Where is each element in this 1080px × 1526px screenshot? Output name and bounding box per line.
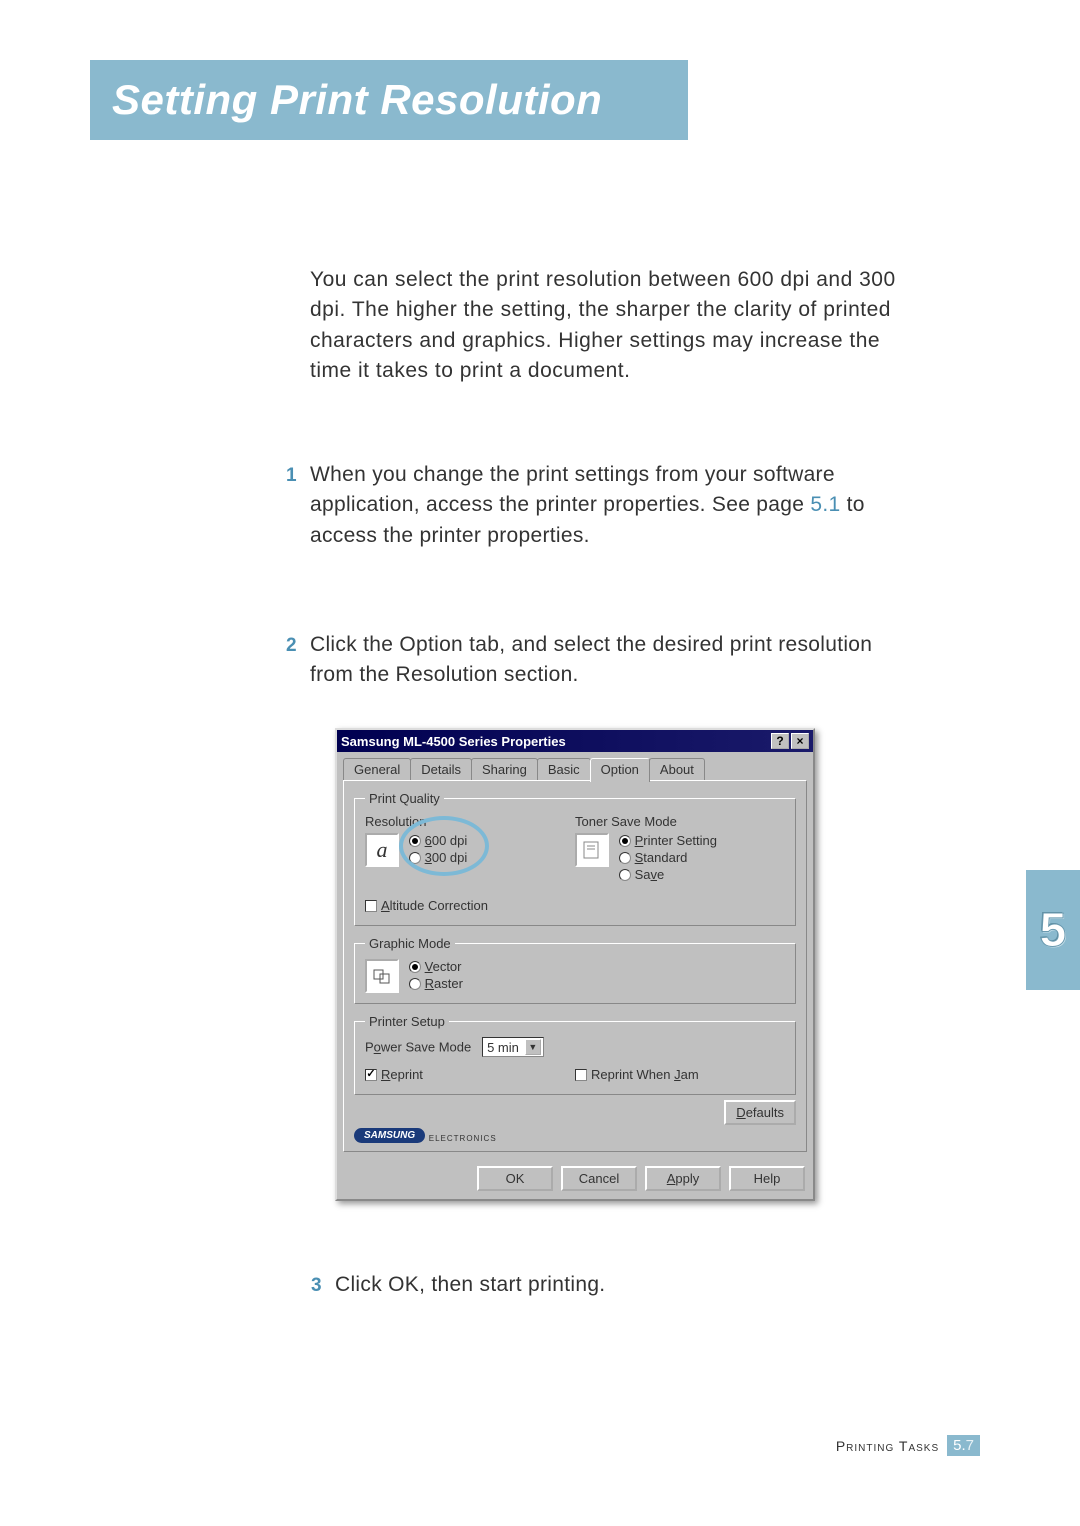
tab-about[interactable]: About — [649, 758, 705, 780]
label-power-save: Power Save Mode — [365, 1040, 471, 1055]
page-link-5-1[interactable]: 5.1 — [810, 493, 840, 516]
dialog-tabs: General Details Sharing Basic Option Abo… — [337, 752, 813, 780]
radio-dot-icon — [619, 869, 631, 881]
radio-raster[interactable]: Raster — [409, 976, 463, 991]
tab-basic[interactable]: Basic — [537, 758, 591, 780]
radio-dot-icon — [619, 835, 631, 847]
group-print-quality: Print Quality Resolution a 600 dpi 300 d… — [354, 791, 796, 926]
properties-dialog: Samsung ML-4500 Series Properties ? × Ge… — [335, 728, 815, 1201]
checkbox-reprint[interactable]: Reprint — [365, 1067, 575, 1082]
checkbox-icon — [575, 1069, 587, 1081]
radio-printer-setting[interactable]: Printer Setting — [619, 833, 717, 848]
step-2-text: Click the Option tab, and select the des… — [310, 633, 872, 686]
radio-dot-icon — [409, 852, 421, 864]
step-3: 3 Click OK, then start printing. — [335, 1270, 945, 1300]
legend-printer-setup: Printer Setup — [365, 1014, 449, 1029]
intro-paragraph: You can select the print resolution betw… — [310, 265, 920, 387]
radio-600dpi[interactable]: 600 dpi — [409, 833, 468, 848]
dialog-button-row: OK Cancel Apply Help — [337, 1158, 813, 1199]
dropdown-value: 5 min — [487, 1040, 519, 1055]
dialog-titlebar: Samsung ML-4500 Series Properties ? × — [337, 730, 813, 752]
step-2: 2 Click the Option tab, and select the d… — [310, 630, 920, 691]
checkbox-reprint-when-jam[interactable]: Reprint When Jam — [575, 1067, 785, 1082]
group-graphic-mode: Graphic Mode Vector Raster — [354, 936, 796, 1004]
ok-button[interactable]: OK — [477, 1166, 553, 1191]
radio-dot-icon — [409, 961, 421, 973]
tab-details[interactable]: Details — [410, 758, 472, 780]
apply-button[interactable]: Apply — [645, 1166, 721, 1191]
tab-general[interactable]: General — [343, 758, 411, 780]
dialog-title: Samsung ML-4500 Series Properties — [341, 734, 566, 749]
defaults-button[interactable]: Defaults — [724, 1100, 796, 1125]
tab-option[interactable]: Option — [590, 758, 650, 782]
toner-icon — [575, 833, 609, 867]
step-number: 3 — [311, 1272, 322, 1300]
samsung-logo: SAMSUNG ELECTRONICS — [354, 1126, 796, 1143]
radio-dot-icon — [409, 978, 421, 990]
checkbox-icon — [365, 900, 377, 912]
titlebar-close-button[interactable]: × — [791, 733, 809, 749]
header-notch — [660, 60, 688, 140]
titlebar-help-button[interactable]: ? — [771, 733, 789, 749]
radio-300dpi[interactable]: 300 dpi — [409, 850, 468, 865]
label-resolution: Resolution — [365, 814, 575, 829]
page-title: Setting Print Resolution — [112, 76, 602, 124]
step-number: 2 — [286, 632, 297, 660]
graphic-mode-icon — [365, 959, 399, 993]
page-footer: Printing Tasks 5.7 — [836, 1435, 980, 1456]
radio-dot-icon — [409, 835, 421, 847]
radio-standard[interactable]: Standard — [619, 850, 717, 865]
step-number: 1 — [286, 462, 297, 490]
label-toner-save: Toner Save Mode — [575, 814, 785, 829]
radio-save[interactable]: Save — [619, 867, 717, 882]
tab-panel-option: Print Quality Resolution a 600 dpi 300 d… — [343, 780, 807, 1152]
radio-vector[interactable]: Vector — [409, 959, 463, 974]
checkbox-icon — [365, 1069, 377, 1081]
chapter-number: 5 — [1040, 903, 1067, 958]
page-header: Setting Print Resolution — [90, 60, 660, 140]
help-button[interactable]: Help — [729, 1166, 805, 1191]
step-3-text: Click OK, then start printing. — [335, 1273, 605, 1296]
checkbox-altitude-correction[interactable]: Altitude Correction — [365, 898, 785, 913]
dropdown-power-save[interactable]: 5 min ▼ — [482, 1037, 544, 1057]
resolution-icon: a — [365, 833, 399, 867]
legend-graphic-mode: Graphic Mode — [365, 936, 455, 951]
step-1-text-a: When you change the print settings from … — [310, 463, 835, 516]
legend-print-quality: Print Quality — [365, 791, 444, 806]
step-1: 1 When you change the print settings fro… — [310, 460, 920, 551]
cancel-button[interactable]: Cancel — [561, 1166, 637, 1191]
radio-dot-icon — [619, 852, 631, 864]
group-printer-setup: Printer Setup Power Save Mode 5 min ▼ Re… — [354, 1014, 796, 1095]
footer-section-label: Printing Tasks — [836, 1438, 939, 1454]
chevron-down-icon: ▼ — [525, 1039, 541, 1055]
tab-sharing[interactable]: Sharing — [471, 758, 538, 780]
chapter-side-tab: 5 — [1026, 870, 1080, 990]
page-number-badge: 5.7 — [947, 1435, 980, 1456]
